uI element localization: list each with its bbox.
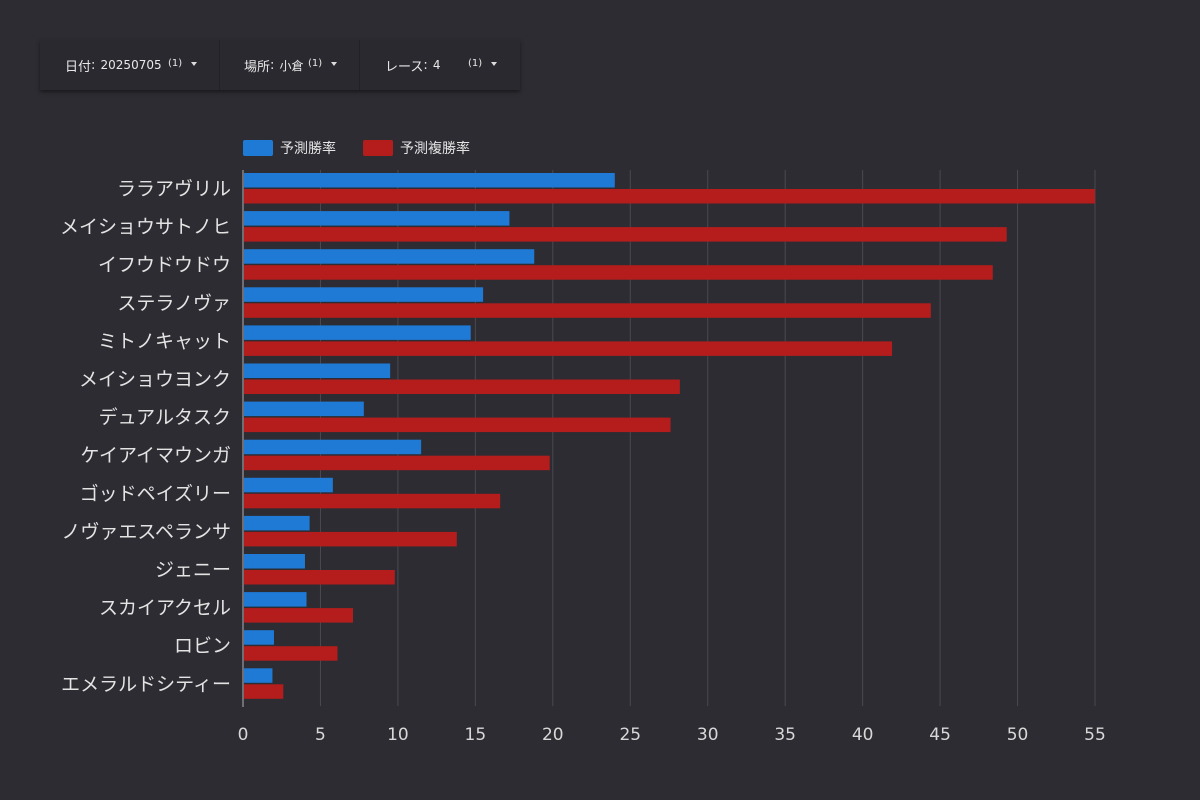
win-rate-bar[interactable]	[244, 325, 471, 340]
race-filter-label: レース	[385, 59, 424, 75]
category-label: ステラノヴァ	[117, 292, 231, 314]
category-label: スカイアクセル	[99, 597, 231, 619]
category-label: ノヴァエスペランサ	[61, 521, 231, 543]
caret-down-icon[interactable]	[331, 62, 337, 66]
date-filter-value: 20250705	[100, 58, 162, 72]
category-label: メイショウヨンク	[79, 369, 231, 391]
filter-bar: 日付: 20250705 (1) 場所: 小倉 (1) レース: 4 (1)	[40, 40, 520, 90]
win-rate-bar[interactable]	[244, 592, 307, 607]
place-rate-bar[interactable]	[244, 265, 993, 280]
place-rate-bar[interactable]	[244, 455, 550, 471]
place-rate-bar[interactable]	[244, 189, 1095, 204]
legend: 予測勝率 予測複勝率	[243, 140, 470, 157]
legend-swatch-place-rate	[363, 140, 393, 156]
place-rate-bar[interactable]	[244, 570, 395, 585]
x-tick-label: 40	[852, 725, 874, 745]
date-filter-count: (1)	[168, 58, 183, 69]
place-rate-bar[interactable]	[244, 227, 1007, 242]
venue-filter-count: (1)	[308, 58, 323, 69]
legend-swatch-win-rate	[243, 140, 273, 156]
win-rate-bar[interactable]	[244, 173, 615, 188]
place-rate-bar[interactable]	[244, 417, 671, 433]
race-filter[interactable]: レース: 4 (1)	[360, 40, 520, 90]
win-rate-bar[interactable]	[244, 668, 273, 683]
x-tick-label: 45	[929, 725, 951, 745]
caret-down-icon[interactable]	[191, 62, 197, 66]
win-rate-bar[interactable]	[244, 515, 310, 531]
place-rate-bar[interactable]	[244, 493, 501, 509]
category-label: デュアルタスク	[99, 407, 231, 429]
venue-filter-label: 場所	[244, 59, 271, 75]
x-tick-label: 50	[1007, 725, 1029, 745]
axes: 0 5 10 15 20 25 30 35 40 45 50 55 ララアヴリルメイショウサトノヒイフウ…	[60, 170, 1106, 745]
win-rate-bar[interactable]	[244, 439, 422, 455]
category-label: イフウドウドウ	[98, 254, 231, 276]
x-tick-label: 0	[238, 725, 249, 745]
place-rate-bar[interactable]	[244, 379, 680, 395]
race-filter-count: (1)	[468, 58, 483, 69]
place-rate-bar[interactable]	[244, 646, 338, 661]
category-label: ロビン	[174, 635, 231, 657]
x-tick-label: 35	[774, 725, 796, 745]
win-rate-bar[interactable]	[244, 211, 510, 226]
win-rate-bar[interactable]	[244, 401, 364, 417]
race-filter-value: 4	[432, 58, 441, 72]
place-rate-bar[interactable]	[244, 684, 284, 699]
date-filter[interactable]: 日付: 20250705 (1)	[40, 40, 220, 90]
category-label: ケイアイマウンガ	[80, 445, 231, 467]
category-label: エメラルドシティー	[61, 673, 231, 695]
caret-down-icon[interactable]	[491, 62, 497, 66]
category-label: メイショウサトノヒ	[60, 216, 231, 238]
win-rate-bar[interactable]	[244, 363, 391, 379]
place-rate-bar[interactable]	[244, 531, 457, 547]
x-tick-label: 15	[465, 725, 487, 745]
place-rate-bar[interactable]	[244, 608, 353, 623]
date-filter-label: 日付	[65, 59, 92, 75]
legend-label-place-rate: 予測複勝率	[400, 140, 470, 157]
x-tick-label: 10	[387, 725, 409, 745]
category-label: ジェニー	[155, 559, 231, 581]
category-label: ゴッドペイズリー	[80, 483, 231, 505]
venue-filter-value: 小倉	[279, 58, 304, 73]
x-tick-label: 30	[697, 725, 719, 745]
x-tick-label: 55	[1084, 725, 1106, 745]
x-tick-label: 5	[315, 725, 326, 745]
win-rate-bar[interactable]	[244, 287, 484, 302]
category-label: ララアヴリル	[117, 178, 231, 200]
category-label: ミトノキャット	[98, 330, 231, 352]
venue-filter[interactable]: 場所: 小倉 (1)	[220, 40, 360, 90]
legend-label-win-rate: 予測勝率	[280, 140, 336, 157]
bars	[244, 173, 1095, 699]
win-rate-bar[interactable]	[244, 477, 333, 493]
place-rate-bar[interactable]	[244, 341, 893, 356]
win-rate-bar[interactable]	[244, 554, 305, 569]
win-rate-bar[interactable]	[244, 630, 274, 645]
place-rate-bar[interactable]	[244, 303, 931, 318]
win-rate-bar[interactable]	[244, 249, 535, 264]
x-tick-label: 20	[542, 725, 564, 745]
x-tick-label: 25	[619, 725, 641, 745]
